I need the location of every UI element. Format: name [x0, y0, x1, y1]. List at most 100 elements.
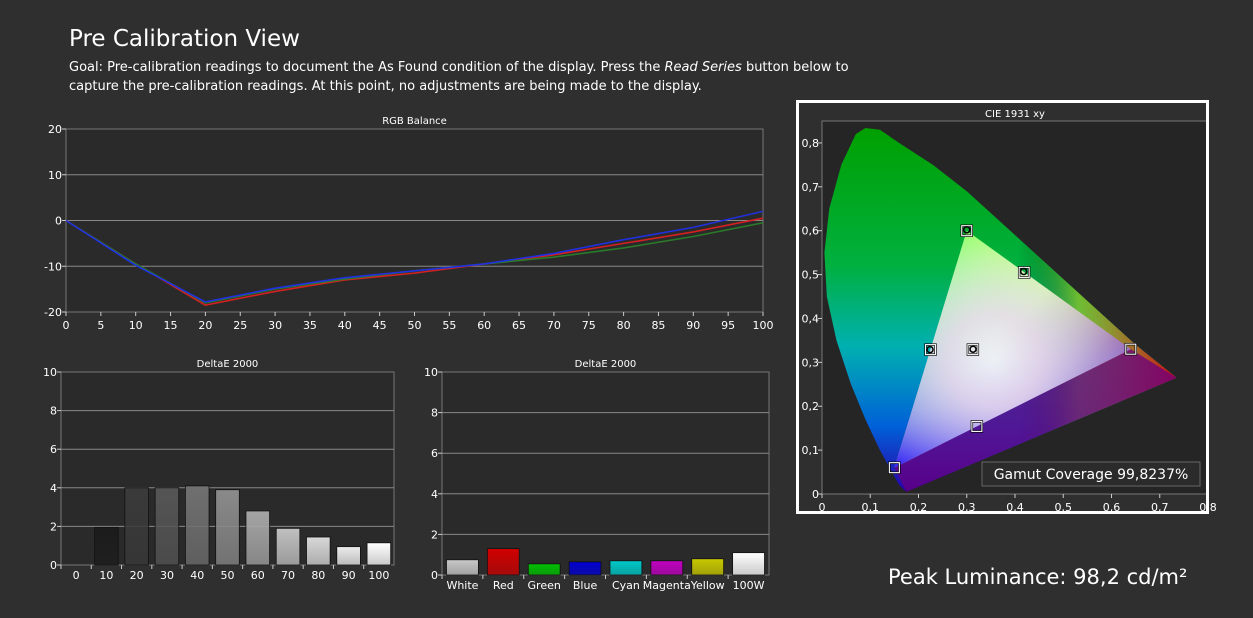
- rgb-xtick-label: 85: [651, 319, 665, 332]
- de-grayscale-bar: [245, 510, 270, 566]
- rgb-xtick-label: 55: [442, 319, 456, 332]
- rgb-xtick-label: 45: [373, 319, 387, 332]
- rgb-xtick-label: 60: [477, 319, 491, 332]
- cie-measured-point: [1019, 267, 1028, 276]
- de-grayscale-xtick-label: 0: [73, 569, 80, 582]
- cie-ytick-label: 0,7: [802, 181, 820, 194]
- de-grayscale-bar: [306, 536, 331, 566]
- cie-ytick-label: 0,5: [802, 269, 820, 282]
- rgb-ytick-label: 10: [48, 169, 62, 182]
- cie-ytick-label: 0,6: [802, 225, 820, 238]
- rgb-xtick-label: 30: [268, 319, 282, 332]
- de-grayscale-xtick-label: 70: [281, 569, 295, 582]
- rgb-xtick-label: 35: [303, 319, 317, 332]
- de-colors-xtick-label: Blue: [573, 579, 598, 592]
- de-grayscale-ytick-label: 2: [50, 520, 57, 533]
- de-grayscale-bar: [185, 485, 210, 566]
- de-colors-ytick-label: 8: [431, 407, 438, 420]
- cie-measured-point: [963, 226, 971, 234]
- de-colors-ytick-label: 4: [431, 488, 438, 501]
- de-colors-plot-area: [441, 371, 770, 576]
- de-colors-xtick-label: Yellow: [690, 579, 725, 592]
- de-grayscale-xtick-label: 80: [311, 569, 325, 582]
- de-grayscale-ytick-label: 4: [50, 482, 57, 495]
- page-title: Pre Calibration View: [69, 26, 300, 52]
- cie-xtick-label: 0,4: [1006, 501, 1024, 514]
- de-colors-bar: [732, 552, 765, 576]
- cie-ytick-label: 0,1: [802, 444, 820, 457]
- de-grayscale-ytick-label: 10: [43, 366, 57, 379]
- rgb-xtick-label: 0: [63, 319, 70, 332]
- rgb-xtick-label: 25: [233, 319, 247, 332]
- cie-xtick-label: 0,6: [1103, 501, 1121, 514]
- rgb-ytick-label: 0: [55, 215, 62, 228]
- rgb-xtick-label: 100: [753, 319, 774, 332]
- de-grayscale-ytick-label: 6: [50, 443, 57, 456]
- de-colors-ytick-label: 6: [431, 447, 438, 460]
- rgb-xtick-label: 20: [198, 319, 212, 332]
- cie-target-box: [967, 344, 979, 356]
- rgb-xtick-label: 70: [547, 319, 561, 332]
- rgb-xtick-label: 65: [512, 319, 526, 332]
- rgb-chart-title: RGB Balance: [382, 116, 447, 127]
- de-grayscale-xtick-label: 10: [99, 569, 113, 582]
- goal-description: Goal: Pre-calibration readings to docume…: [69, 60, 849, 94]
- rgb-xtick-label: 5: [97, 319, 104, 332]
- rgb-ytick-label: 20: [48, 123, 62, 136]
- de-grayscale-bar: [124, 487, 149, 566]
- rgb-ytick-label: -10: [44, 260, 62, 273]
- cie-chart-frame: [796, 100, 1209, 514]
- cie-xtick-label: 0,1: [862, 501, 880, 514]
- cie-xtick-label: 0,5: [1055, 501, 1073, 514]
- de-grayscale-bar: [154, 487, 180, 566]
- rgb-ytick-label: -20: [44, 306, 62, 319]
- de-colors-xtick-label: 100W: [733, 579, 765, 592]
- cie-ytick-label: 0,3: [802, 356, 820, 369]
- de-colors-xtick-label: Magenta: [643, 579, 691, 592]
- cie-xtick-label: 0: [819, 501, 826, 514]
- rgb-xtick-label: 95: [721, 319, 735, 332]
- cie-ytick-label: 0: [812, 488, 819, 501]
- de-grayscale-xtick-label: 90: [342, 569, 356, 582]
- de-grayscale-bar: [215, 489, 240, 566]
- cie-ytick-label: 0,8: [802, 137, 820, 150]
- cie-title: CIE 1931 xy: [985, 109, 1045, 120]
- cie-gamut-white-center: [894, 230, 1131, 468]
- cie-target-box: [1018, 266, 1030, 278]
- cie-target-box: [888, 462, 900, 474]
- de-grayscale-xtick-label: 40: [190, 569, 204, 582]
- rgb-series-line-0: [65, 217, 764, 306]
- cie-ytick-label: 0,2: [802, 400, 820, 413]
- cie-target-box: [1125, 343, 1137, 355]
- de-grayscale-xtick-label: 20: [130, 569, 144, 582]
- de-colors-ytick-label: 10: [424, 366, 438, 379]
- cie-xtick-label: 0,2: [910, 501, 928, 514]
- rgb-xtick-label: 40: [338, 319, 352, 332]
- de-colors-ytick-label: 2: [431, 528, 438, 541]
- peak-luminance: Peak Luminance: 98,2 cd/m²: [888, 565, 1188, 589]
- de-colors-title: DeltaE 2000: [575, 359, 637, 370]
- de-grayscale-bar: [275, 527, 301, 566]
- cie-measured-point: [926, 345, 934, 354]
- rgb-xtick-label: 80: [617, 319, 631, 332]
- cie-ytick-label: 0,4: [802, 312, 820, 325]
- gamut-coverage-label: Gamut Coverage 99,8237%: [994, 467, 1189, 483]
- de-colors-bar: [609, 560, 643, 576]
- rgb-xtick-label: 75: [582, 319, 596, 332]
- de-grayscale-xtick-label: 50: [221, 569, 235, 582]
- de-grayscale-xtick-label: 100: [368, 569, 389, 582]
- de-colors-bar: [650, 560, 684, 576]
- cie-measured-point: [969, 345, 977, 353]
- rgb-xtick-label: 15: [164, 319, 178, 332]
- de-colors-xtick-label: Cyan: [612, 579, 640, 592]
- de-colors-bar: [486, 548, 520, 576]
- de-colors-bar: [446, 559, 479, 576]
- cie-xtick-label: 0,7: [1151, 501, 1169, 514]
- gamut-coverage-box: [981, 461, 1201, 487]
- de-grayscale-bar: [366, 542, 392, 566]
- rgb-xtick-label: 50: [408, 319, 422, 332]
- de-colors-bar: [568, 561, 602, 576]
- de-grayscale-xtick-label: 30: [160, 569, 174, 582]
- cie-target-box: [925, 344, 937, 356]
